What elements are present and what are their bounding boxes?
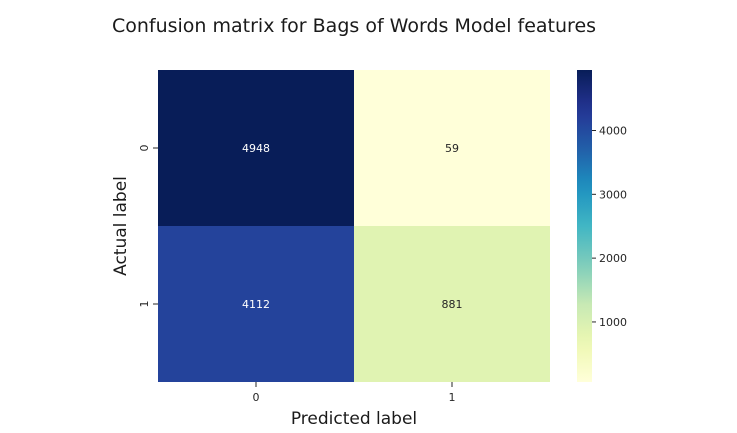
heatmap-cell [354,70,550,226]
colorbar-gradient [577,70,592,382]
cell-value-label: 59 [445,142,459,155]
colorbar: 1000 2000 3000 4000 [577,70,627,382]
x-tick-label: 1 [449,391,456,404]
cell-value-label: 4112 [242,298,270,311]
colorbar-tick-label: 2000 [599,252,627,265]
colorbar-tick-label: 4000 [599,124,627,137]
y-tick-label: 0 [138,145,151,152]
y-axis-ticks: 01 [138,145,158,308]
chart-title: Confusion matrix for Bags of Words Model… [112,15,596,37]
x-tick-label: 0 [253,391,260,404]
heatmap-cell [158,70,354,226]
heatmap: 4948 59 4112 881 [158,70,550,382]
colorbar-tick-label: 3000 [599,188,627,201]
x-axis-title: Predicted label [291,409,417,429]
colorbar-tick-label: 1000 [599,316,627,329]
heatmap-cell [354,226,550,382]
y-tick-label: 1 [138,301,151,308]
cell-value-label: 4948 [242,142,270,155]
y-axis-title: Actual label [111,176,131,276]
cell-value-label: 881 [442,298,463,311]
heatmap-cell [158,226,354,382]
